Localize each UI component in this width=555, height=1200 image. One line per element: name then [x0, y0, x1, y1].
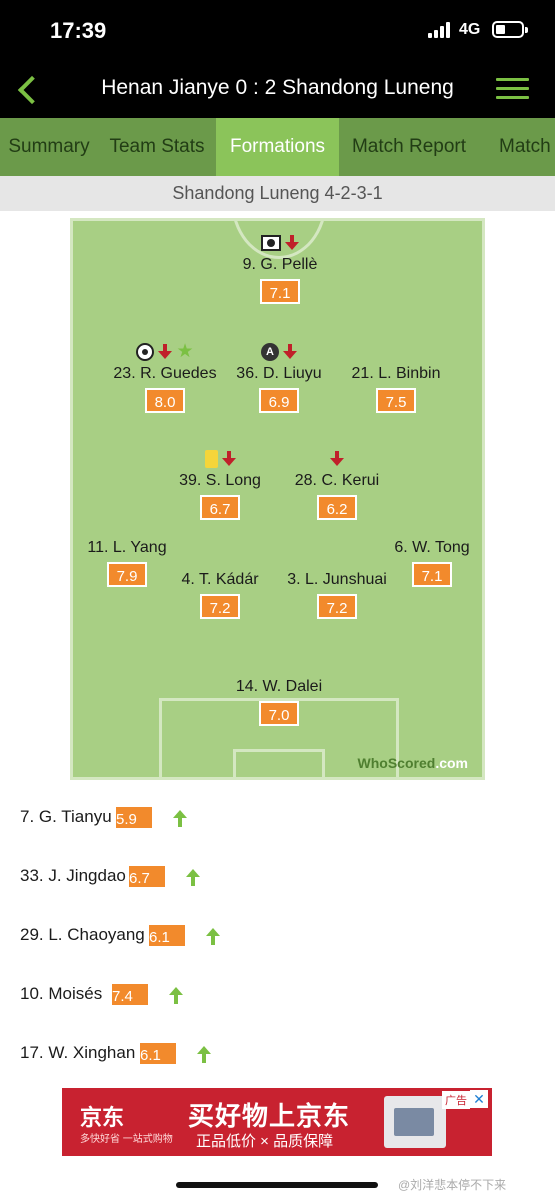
home-indicator[interactable]	[176, 1182, 378, 1188]
substitute-rating: 5.9	[114, 805, 154, 830]
player-name: 4. T. Kádár	[181, 571, 259, 588]
tab-bar: Summary Team Stats Formations Match Repo…	[0, 118, 555, 176]
player-rating: 8.0	[145, 388, 185, 413]
substitute-name: 7. G. Tianyu	[20, 807, 112, 826]
player-rating: 7.9	[107, 562, 147, 587]
cellular-signal-icon	[428, 22, 452, 38]
player-rating: 7.1	[412, 562, 452, 587]
player-icons	[316, 343, 476, 363]
player-name: 23. R. Guedes	[113, 365, 217, 382]
logo-domain: .com	[435, 755, 468, 771]
player-name: 9. G. Pellè	[242, 256, 318, 273]
substitute-name: 17. W. Xinghan	[20, 1043, 136, 1062]
player-name: 21. L. Binbin	[351, 365, 441, 382]
ad-brand-slogan: 多快好省 一站式购物	[80, 1134, 173, 1145]
status-time: 17:39	[50, 18, 107, 43]
player-icons: A	[199, 343, 359, 363]
player-rating: 7.2	[200, 594, 240, 619]
player-rating: 7.0	[259, 701, 299, 726]
ad-banner[interactable]: 京东 多快好省 一站式购物 买好物上京东 正品低价 × 品质保障 广告 ✕	[62, 1088, 492, 1156]
player-card[interactable]: 6. W. Tong 7.1	[352, 539, 482, 587]
player-rating: 6.2	[317, 495, 357, 520]
player-rating: 6.7	[200, 495, 240, 520]
substitute-rating: 7.4	[110, 982, 150, 1007]
player-name: 36. D. Liuyu	[236, 365, 322, 382]
subbed-on-icon	[186, 869, 200, 886]
ad-close-button[interactable]: ✕	[470, 1090, 488, 1108]
substitute-name: 10. Moisés	[20, 984, 103, 1003]
network-type: 4G	[459, 21, 481, 38]
match-title: Henan Jianye 0 : 2 Shandong Luneng	[101, 76, 454, 99]
subbed-off-icon	[283, 344, 297, 360]
player-card[interactable]: 4. T. Kádár 7.2	[140, 571, 300, 619]
player-card[interactable]: ★ 23. R. Guedes 8.0	[85, 341, 245, 413]
pitch: 9. G. Pellè 7.1 ★ 23. R. Guedes 8.0 A 36…	[70, 218, 485, 780]
subbed-on-icon	[206, 928, 220, 945]
goal-icon	[136, 343, 155, 361]
player-card[interactable]: 14. W. Dalei 7.0	[199, 678, 359, 726]
yellow-card-icon	[204, 450, 218, 468]
ad-label: 广告	[442, 1091, 470, 1109]
player-icons	[257, 450, 417, 470]
player-card[interactable]: 28. C. Kerui 6.2	[257, 450, 417, 520]
man-of-the-match-star-icon: ★	[176, 341, 194, 362]
tab-summary[interactable]: Summary	[8, 136, 90, 157]
substitute-rating: 6.7	[127, 864, 167, 889]
player-card[interactable]: 21. L. Binbin 7.5	[316, 343, 476, 413]
player-card[interactable]: A 36. D. Liuyu 6.9	[199, 343, 359, 413]
player-name: 3. L. Junshuai	[287, 571, 387, 588]
player-rating: 6.9	[259, 388, 299, 413]
subbed-off-icon	[285, 234, 299, 251]
subbed-on-icon	[197, 1046, 211, 1063]
player-icons	[140, 450, 300, 470]
subbed-on-icon	[173, 810, 187, 827]
ad-headline: 买好物上京东	[188, 1101, 351, 1131]
whoscored-logo: WhoScored.com	[358, 755, 468, 771]
assist-icon: A	[261, 343, 279, 361]
substitute-rating: 6.1	[138, 1041, 178, 1066]
subbed-off-icon	[330, 450, 344, 467]
player-card[interactable]: 11. L. Yang 7.9	[73, 539, 207, 587]
app-header: Henan Jianye 0 : 2 Shandong Luneng	[0, 62, 555, 118]
player-rating: 7.1	[260, 279, 300, 304]
tab-match-report[interactable]: Match Report	[351, 136, 467, 157]
substitute-name: 33. J. Jingdao	[20, 866, 126, 885]
logo-text: WhoScored	[357, 755, 436, 771]
player-name: 28. C. Kerui	[294, 472, 380, 489]
weibo-watermark: @刘洋悲本停不下来	[398, 1178, 507, 1192]
subbed-on-icon	[169, 987, 183, 1004]
player-icons	[200, 234, 360, 254]
player-name: 39. S. Long	[179, 472, 261, 489]
player-name: 6. W. Tong	[394, 539, 470, 556]
battery-icon	[492, 21, 528, 38]
subbed-off-icon	[221, 451, 236, 467]
substitute-name: 29. L. Chaoyang	[20, 925, 145, 944]
player-card[interactable]: 3. L. Junshuai 7.2	[257, 571, 417, 619]
player-icons: ★	[85, 341, 245, 363]
player-name: 11. L. Yang	[87, 539, 167, 556]
tab-team-stats[interactable]: Team Stats	[109, 136, 205, 157]
ad-tagline: 正品低价 × 品质保障	[196, 1133, 334, 1150]
player-card[interactable]: 39. S. Long 6.7	[140, 450, 300, 520]
tab-match-s[interactable]: Match S	[499, 136, 555, 157]
status-bar: 17:39 4G	[0, 0, 555, 62]
player-rating: 7.5	[376, 388, 416, 413]
ad-brand: 京东	[80, 1105, 125, 1130]
player-name: 14. W. Dalei	[235, 678, 323, 695]
subbed-off-icon	[158, 344, 173, 360]
formation-label: Shandong Luneng 4-2-3-1	[0, 176, 555, 211]
goal-box	[233, 749, 325, 777]
penalty-box	[159, 698, 399, 777]
player-rating: 7.2	[317, 594, 357, 619]
tab-formations[interactable]: Formations	[216, 118, 339, 176]
player-card[interactable]: 9. G. Pellè 7.1	[200, 234, 360, 304]
substitute-rating: 6.1	[147, 923, 187, 948]
ad-product-image	[384, 1096, 446, 1148]
hamburger-menu-icon[interactable]	[496, 76, 530, 102]
goal-icon	[261, 234, 281, 251]
